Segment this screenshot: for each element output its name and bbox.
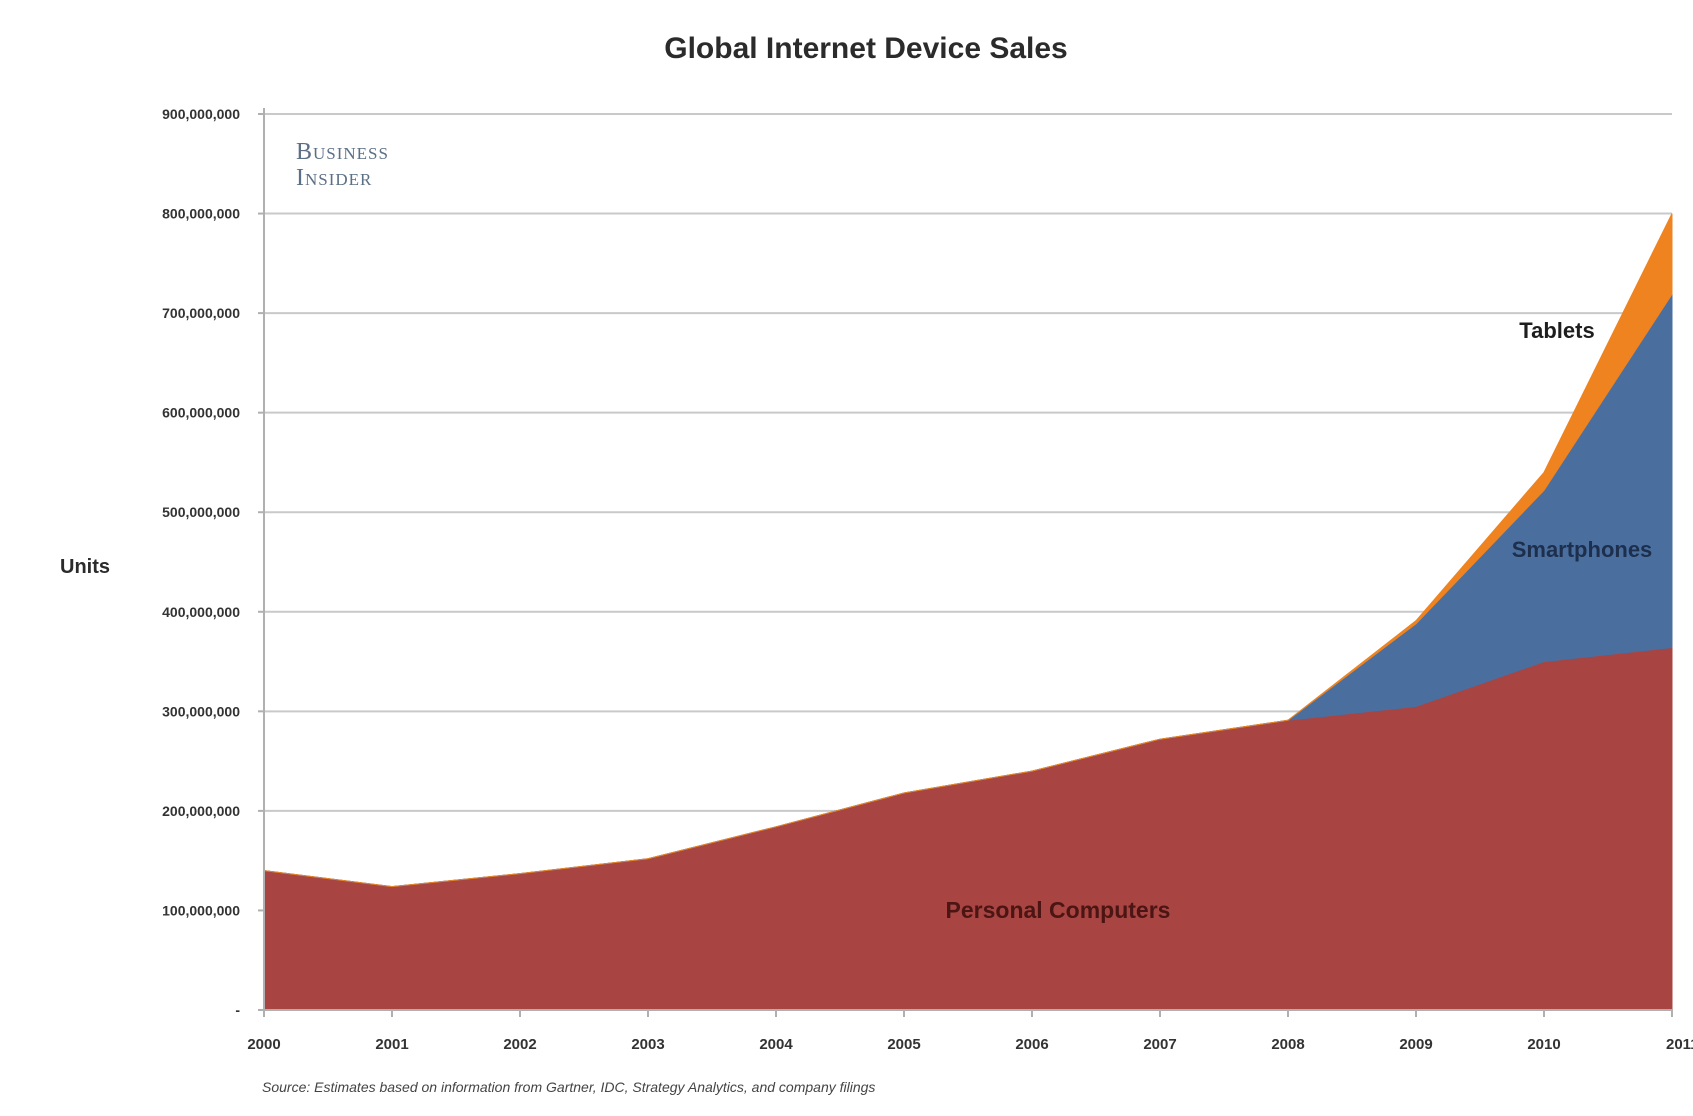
x-tick-label: 2005 <box>887 1036 920 1053</box>
series-area-tablets <box>263 213 1673 888</box>
x-tick-label: 2004 <box>759 1036 793 1053</box>
business-insider-logo: Business Insider <box>296 139 389 191</box>
x-tick-label: 2002 <box>503 1036 536 1053</box>
y-tick-label: 900,000,000 <box>162 106 240 122</box>
y-tick-label: 800,000,000 <box>162 206 240 222</box>
y-axis-ticks: - 100,000,000 200,000,000 300,000,000 400,00… <box>162 106 264 1018</box>
y-tick-label: - <box>235 1002 240 1018</box>
axes <box>263 108 1672 1011</box>
annotation-personal-computers: Personal Computers <box>946 897 1171 923</box>
logo-line-2: Insider <box>296 165 372 191</box>
x-tick-label: 2006 <box>1015 1036 1048 1053</box>
x-tick-label: 2000 <box>247 1036 280 1053</box>
x-tick-label: 2008 <box>1271 1036 1304 1053</box>
source-note: Source: Estimates based on information f… <box>262 1079 875 1095</box>
chart-title: Global Internet Device Sales <box>664 32 1068 65</box>
y-tick-label: 300,000,000 <box>162 703 240 719</box>
y-tick-label: 400,000,000 <box>162 604 240 620</box>
logo-line-1: Business <box>296 139 389 165</box>
x-axis-ticks: 2000 2001 2002 2003 2004 2005 2006 2007 2008 2009… <box>247 1010 1693 1053</box>
y-tick-label: 200,000,000 <box>162 803 240 819</box>
x-tick-label: 2011E <box>1666 1036 1693 1053</box>
x-tick-label: 2007 <box>1143 1036 1176 1053</box>
y-tick-label: 100,000,000 <box>162 902 240 918</box>
y-tick-label: 500,000,000 <box>162 504 240 520</box>
y-tick-label: 700,000,000 <box>162 305 240 321</box>
x-tick-label: 2009 <box>1399 1036 1432 1053</box>
y-axis-label: Units <box>60 556 110 578</box>
y-tick-label: 600,000,000 <box>162 405 240 421</box>
x-tick-label: 2010 <box>1527 1036 1560 1053</box>
x-tick-label: 2001 <box>375 1036 408 1053</box>
annotation-tablets: Tablets <box>1519 318 1594 343</box>
x-tick-label: 2003 <box>631 1036 664 1053</box>
annotation-smartphones: Smartphones <box>1512 537 1653 562</box>
